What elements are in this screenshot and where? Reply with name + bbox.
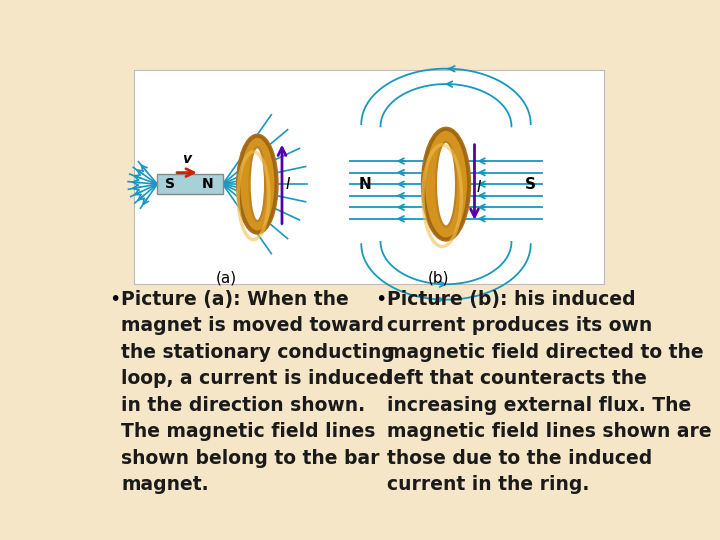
Ellipse shape [239,137,276,232]
Text: Picture (a): When the
magnet is moved toward
the stationary conducting
loop, a c: Picture (a): When the magnet is moved to… [121,289,395,494]
Ellipse shape [250,147,265,221]
Text: •: • [375,289,387,309]
Text: (b): (b) [428,271,449,286]
Text: I: I [477,180,481,195]
FancyBboxPatch shape [157,174,222,194]
Text: Picture (b): his induced
current produces its own
magnetic field directed to the: Picture (b): his induced current produce… [387,289,711,494]
FancyBboxPatch shape [134,70,604,284]
Ellipse shape [436,142,456,226]
Text: N: N [202,177,213,191]
Text: (a): (a) [216,271,237,286]
Text: v: v [182,152,192,166]
Text: •: • [109,289,120,309]
Text: N: N [359,177,372,192]
Ellipse shape [423,130,468,239]
Text: S: S [525,177,536,192]
Text: S: S [165,177,174,191]
Text: I: I [286,177,290,192]
